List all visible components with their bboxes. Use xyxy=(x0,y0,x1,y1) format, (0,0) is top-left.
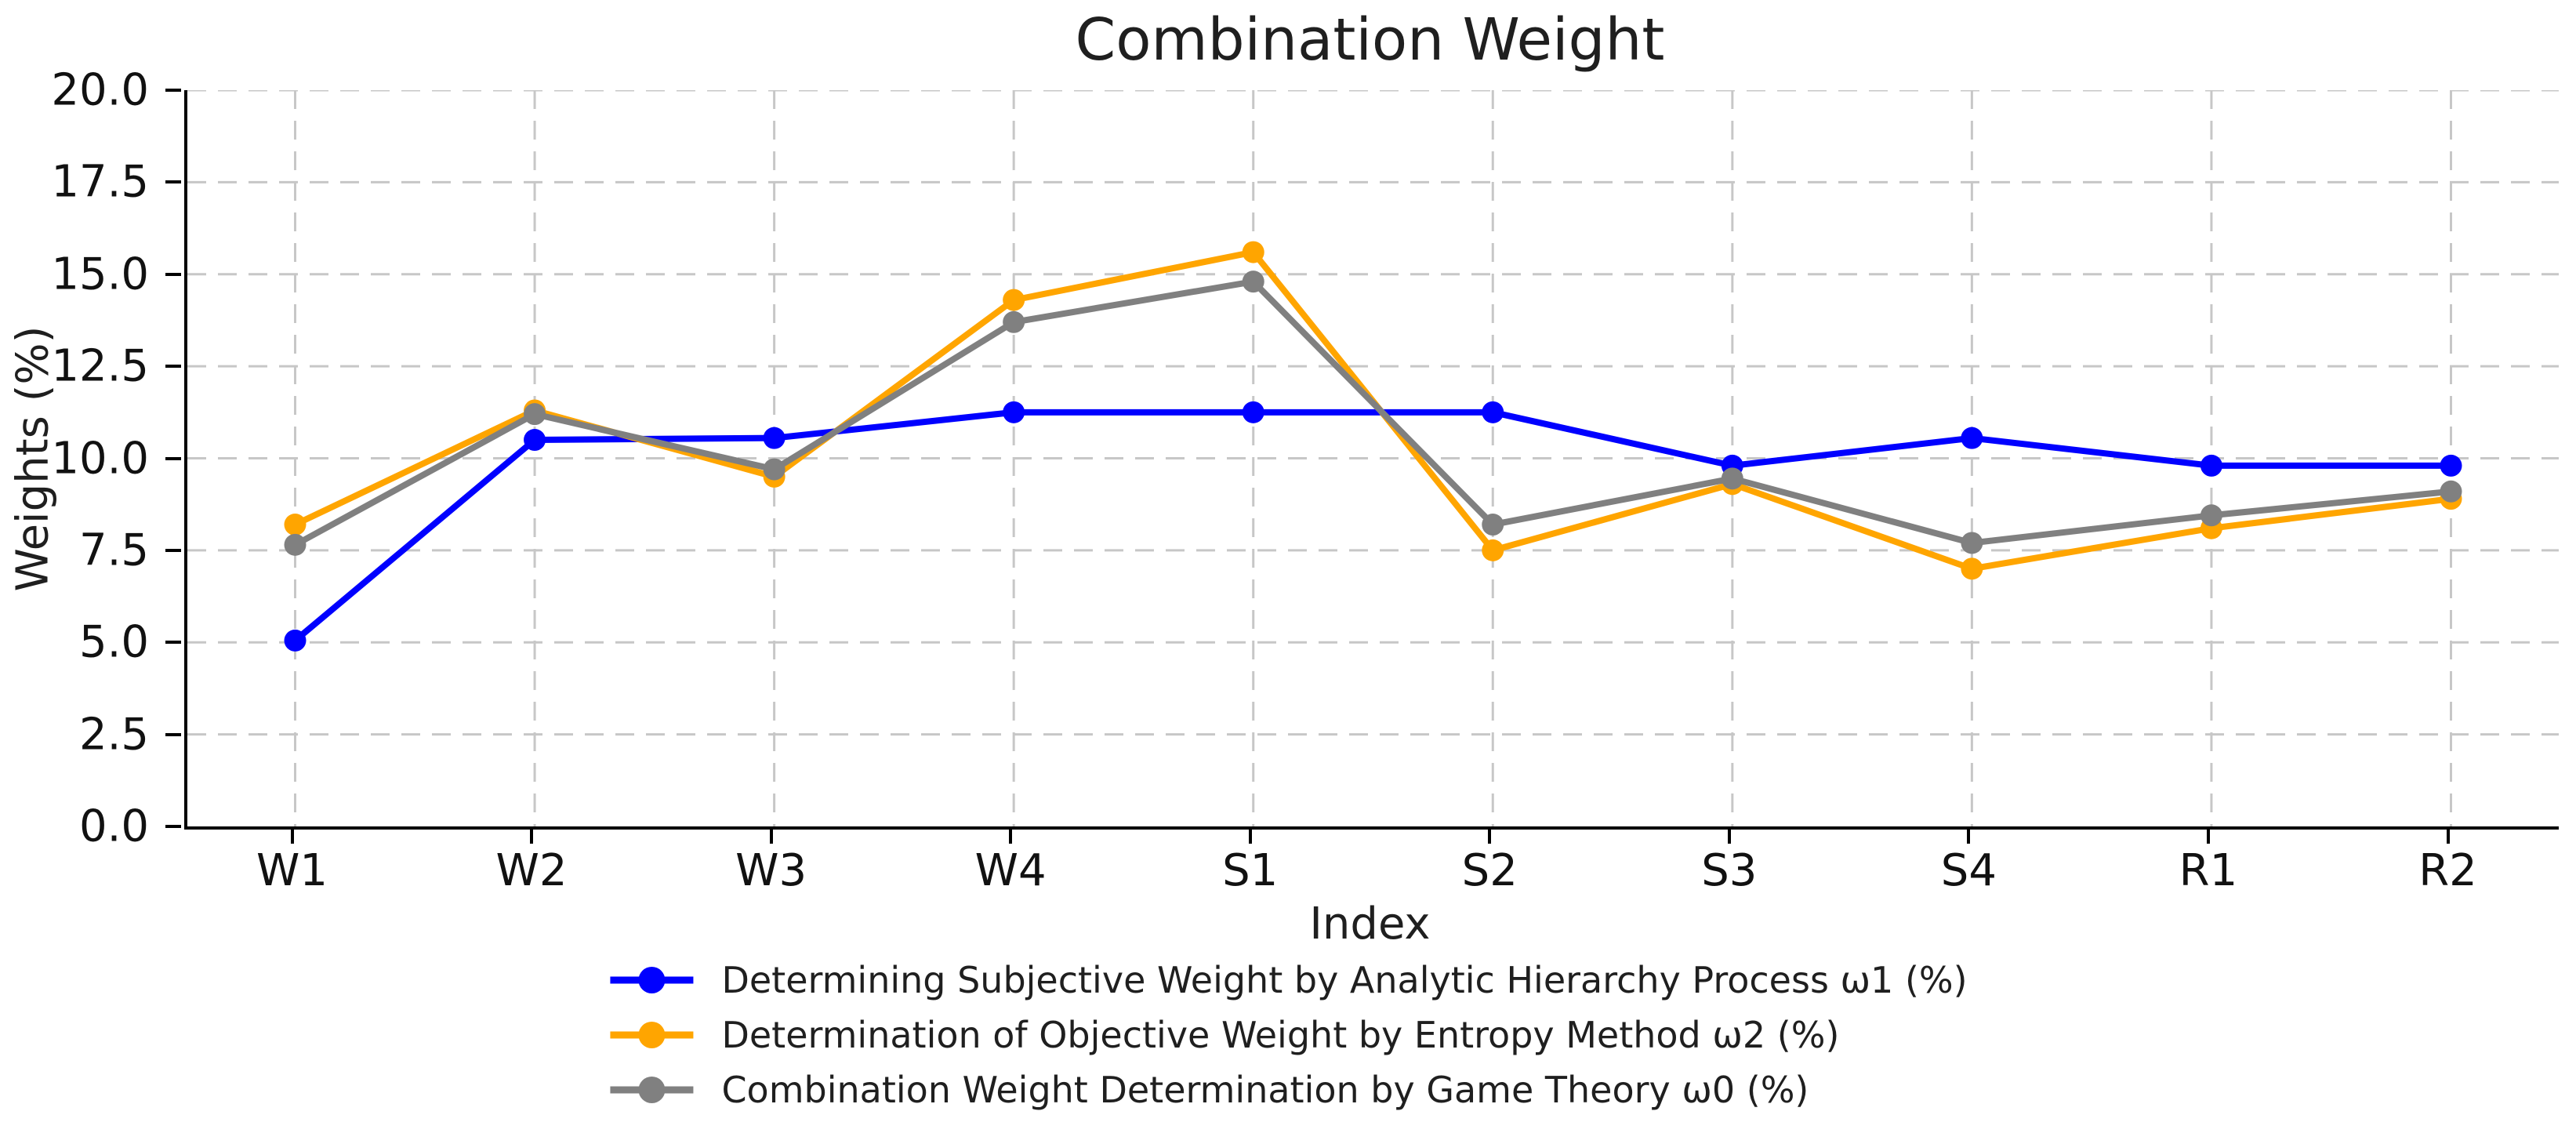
legend-row: Combination Weight Determination by Game… xyxy=(608,1068,1967,1112)
x-tick-mark xyxy=(1248,828,1252,844)
y-tick-mark xyxy=(165,732,181,736)
y-tick-label: 17.5 xyxy=(51,156,149,208)
x-tick-mark xyxy=(290,828,294,844)
x-tick-label: W3 xyxy=(735,845,807,896)
legend-line-marker-icon xyxy=(610,967,694,993)
legend: Determining Subjective Weight by Analyti… xyxy=(608,958,1968,1112)
data-point-marker xyxy=(284,514,307,536)
plot-canvas xyxy=(187,90,2559,826)
x-tick-mark xyxy=(530,828,534,844)
legend-row: Determination of Objective Weight by Ent… xyxy=(608,1013,1967,1057)
x-tick-label: S2 xyxy=(1461,845,1518,896)
y-tick-mark xyxy=(165,825,181,828)
x-tick-mark xyxy=(2206,828,2210,844)
data-point-marker xyxy=(1482,539,1504,561)
data-point-marker xyxy=(1482,401,1504,423)
data-point-marker xyxy=(2440,454,2462,477)
data-point-marker xyxy=(1242,401,1264,423)
y-tick-label: 15.0 xyxy=(51,249,149,300)
data-point-marker xyxy=(1003,401,1025,423)
x-tick-label: W2 xyxy=(495,845,568,896)
legend-line-marker-icon xyxy=(610,1022,694,1048)
data-point-marker xyxy=(524,429,546,452)
legend-line-marker-icon xyxy=(610,1077,694,1103)
x-tick-mark xyxy=(1967,828,1971,844)
data-point-marker xyxy=(1242,271,1264,293)
y-tick-mark xyxy=(165,365,181,369)
data-point-marker xyxy=(1003,289,1025,311)
y-tick-label: 5.0 xyxy=(78,616,149,668)
y-tick-label: 10.0 xyxy=(51,433,149,484)
x-tick-mark xyxy=(769,828,773,844)
data-point-marker xyxy=(1961,532,1983,554)
data-point-marker xyxy=(1721,467,1743,490)
y-tick-label: 7.5 xyxy=(78,525,149,576)
y-tick-label: 20.0 xyxy=(51,64,149,116)
y-tick-mark xyxy=(165,456,181,460)
data-point-marker xyxy=(1961,557,1983,580)
data-point-marker xyxy=(284,533,307,556)
x-tick-label: W1 xyxy=(256,845,328,896)
y-tick-mark xyxy=(165,548,181,552)
y-tick-label: 12.5 xyxy=(51,340,149,392)
y-tick-mark xyxy=(165,272,181,276)
data-point-marker xyxy=(1961,427,1983,449)
data-point-marker xyxy=(2440,480,2462,503)
y-tick-mark xyxy=(165,180,181,184)
x-tick-mark xyxy=(1488,828,1492,844)
data-point-marker xyxy=(524,403,546,426)
y-tick-label: 0.0 xyxy=(78,801,149,852)
x-tick-label: S1 xyxy=(1222,845,1279,896)
legend-row: Determining Subjective Weight by Analyti… xyxy=(608,958,1968,1002)
data-point-marker xyxy=(2200,454,2222,477)
x-tick-mark xyxy=(1009,828,1013,844)
x-tick-label: S4 xyxy=(1940,845,1997,896)
plot-area xyxy=(184,90,2559,830)
x-tick-label: R2 xyxy=(2418,845,2477,896)
x-tick-mark xyxy=(2446,828,2450,844)
data-point-marker xyxy=(763,427,785,449)
data-point-marker xyxy=(1242,241,1264,263)
data-point-marker xyxy=(2200,504,2222,527)
legend-label: Combination Weight Determination by Game… xyxy=(721,1069,1809,1111)
x-tick-mark xyxy=(1727,828,1731,844)
legend-label: Determination of Objective Weight by Ent… xyxy=(721,1014,1840,1056)
x-axis-title: Index xyxy=(1309,899,1431,950)
x-tick-label: S3 xyxy=(1701,845,1758,896)
series-line xyxy=(292,278,2454,548)
data-point-marker xyxy=(284,629,307,652)
legend-label: Determining Subjective Weight by Analyti… xyxy=(721,959,1968,1001)
y-tick-mark xyxy=(165,641,181,645)
data-point-marker xyxy=(1003,310,1025,333)
data-point-marker xyxy=(763,458,785,481)
chart-title: Combination Weight xyxy=(1075,6,1665,74)
data-point-marker xyxy=(1482,514,1504,536)
y-tick-label: 2.5 xyxy=(78,709,149,761)
x-tick-label: R1 xyxy=(2179,845,2238,896)
x-tick-label: W4 xyxy=(974,845,1047,896)
y-tick-mark xyxy=(165,89,181,92)
